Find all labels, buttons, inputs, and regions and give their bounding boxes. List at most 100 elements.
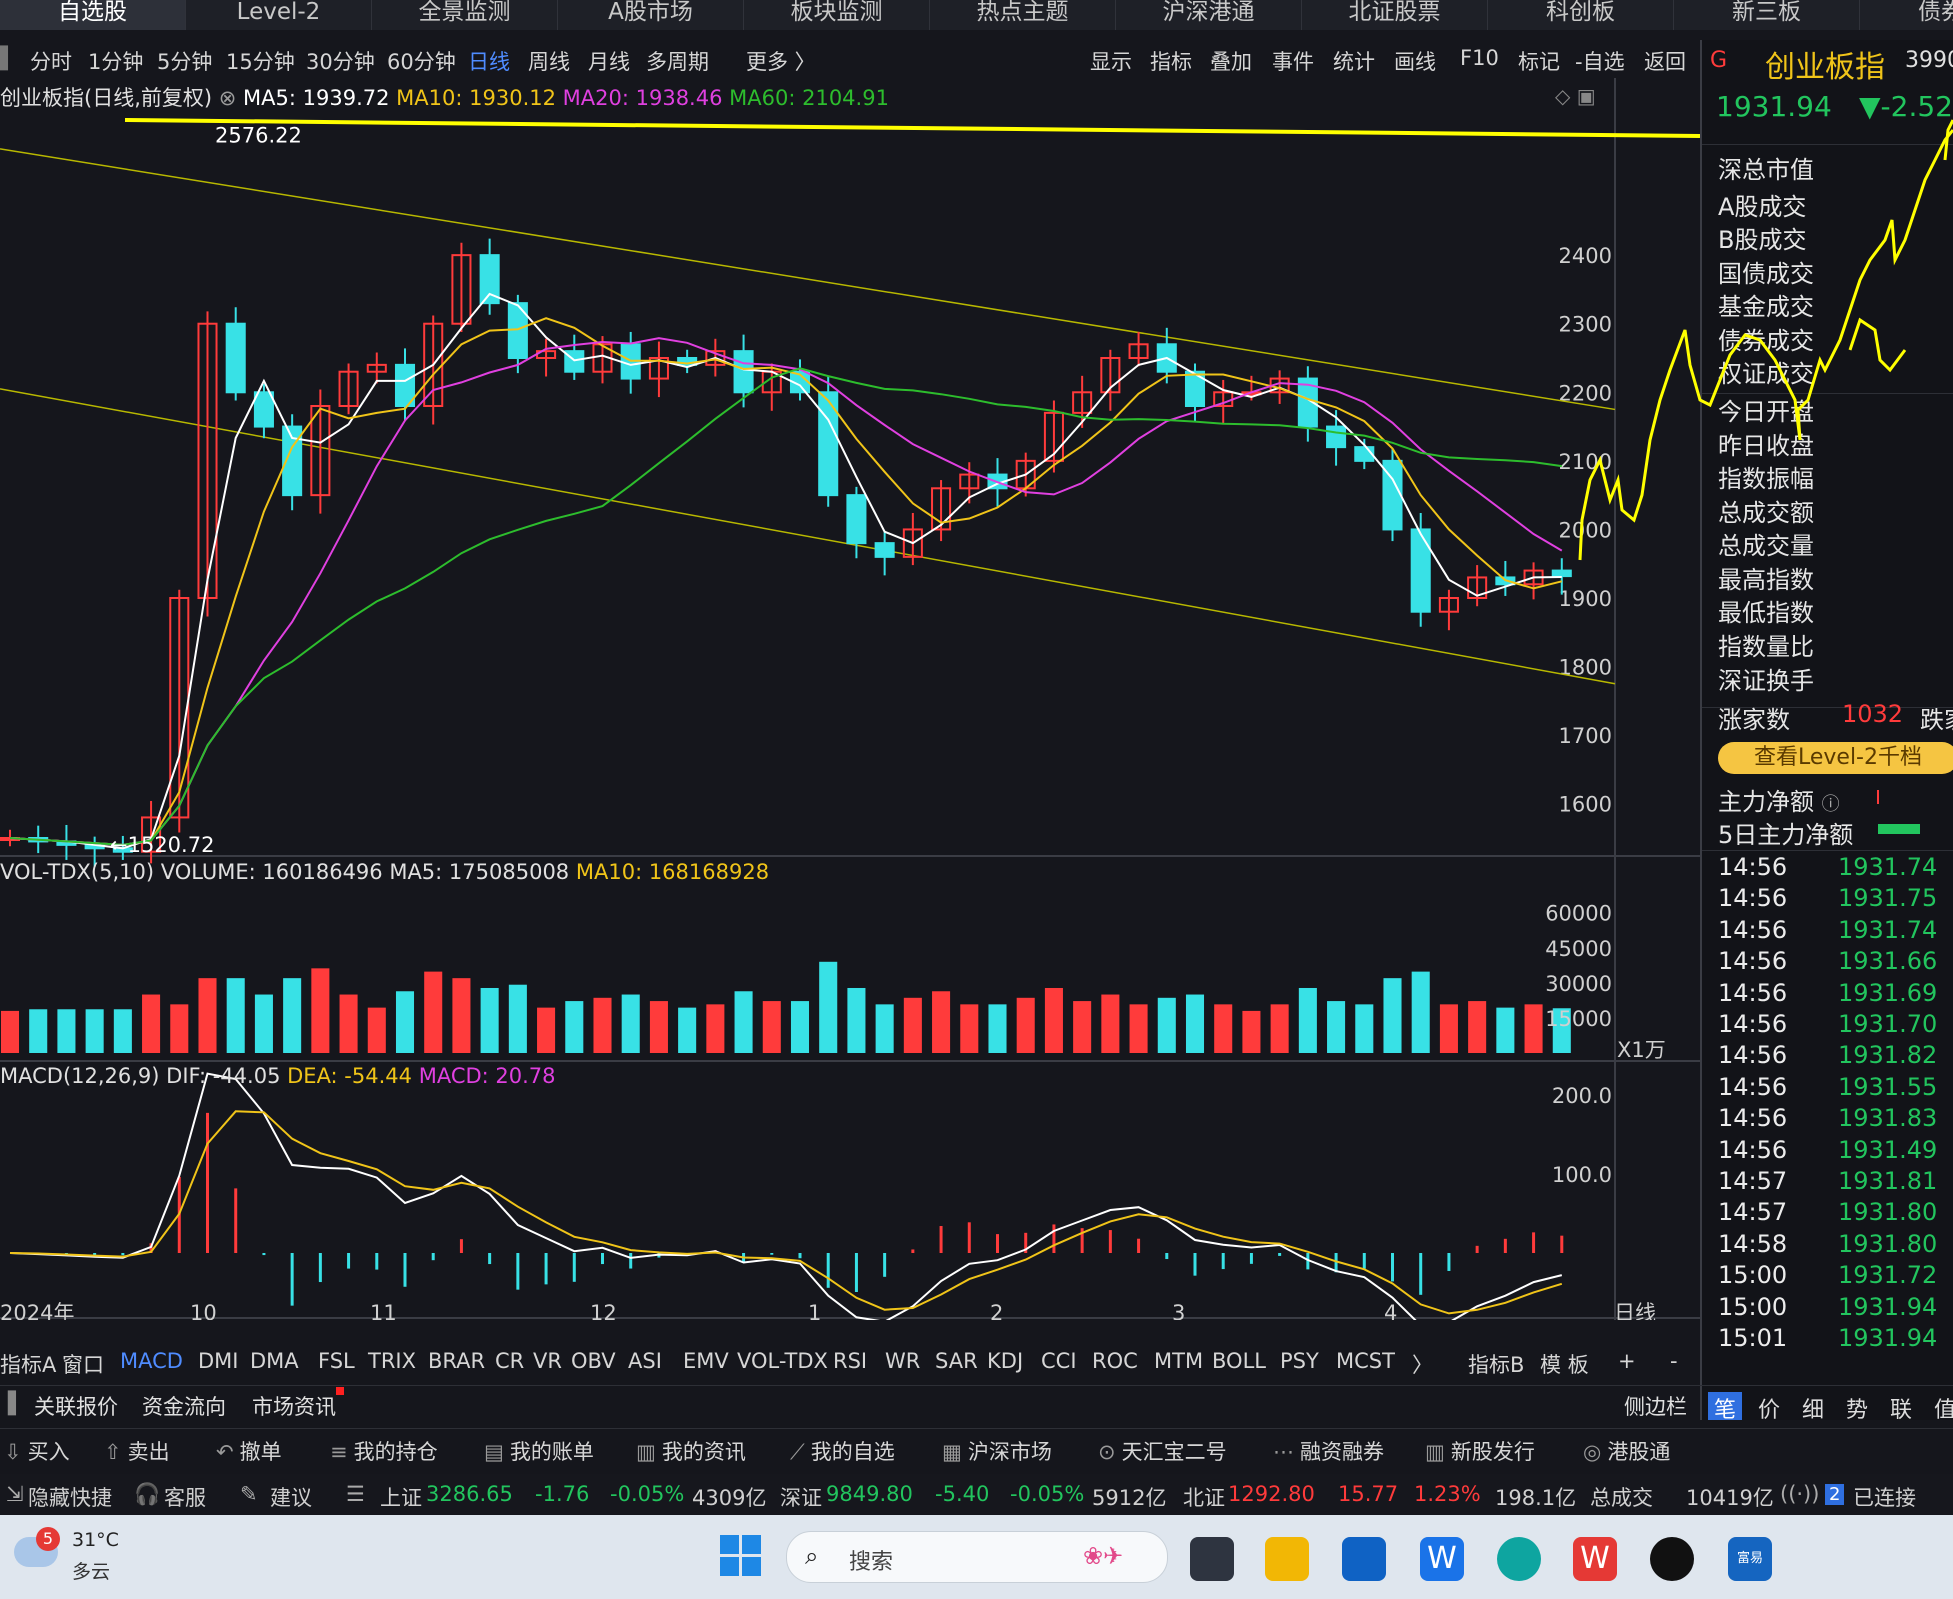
tool-6[interactable]: F10 xyxy=(1460,46,1499,70)
action-0[interactable]: ⇩ 买入 xyxy=(4,1436,70,1466)
market-tab-4[interactable]: 板块监测 xyxy=(744,0,930,30)
action-6[interactable]: ⟋ 我的自选 xyxy=(790,1436,895,1466)
indicator-tab-16[interactable]: SAR xyxy=(935,1349,978,1373)
indicator-tab-27[interactable]: + xyxy=(1618,1349,1636,1373)
channel-lower-line[interactable] xyxy=(0,388,1616,685)
chart-options-icon[interactable]: ◇ ▣ xyxy=(1555,84,1596,108)
market-tab-1[interactable]: Level-2 xyxy=(186,0,372,30)
period-1[interactable]: 1分钟 xyxy=(88,50,144,74)
action-11[interactable]: ◎ 港股通 xyxy=(1583,1436,1670,1466)
tool-1[interactable]: 指标 xyxy=(1150,50,1192,74)
wps-icon[interactable]: W xyxy=(1420,1537,1464,1581)
action-2[interactable]: ↶ 撤单 xyxy=(216,1436,282,1466)
tab-fund-flow[interactable]: 资金流向 xyxy=(142,1395,226,1419)
action-5[interactable]: ▥ 我的资讯 xyxy=(636,1436,746,1466)
detail-tab-1[interactable]: 价 xyxy=(1758,1398,1781,1420)
market-tab-5[interactable]: 热点主题 xyxy=(930,0,1116,30)
period-6[interactable]: 日线 xyxy=(468,50,510,74)
suggest-link[interactable]: 建议 xyxy=(270,1486,312,1510)
indicator-tab-1[interactable]: 窗口 xyxy=(62,1353,104,1377)
tool-3[interactable]: 事件 xyxy=(1272,50,1314,74)
market-tab-9[interactable]: 新三板 xyxy=(1674,0,1860,30)
period-10[interactable]: 更多 〉 xyxy=(746,50,816,74)
indicator-tab-6[interactable]: TRIX xyxy=(368,1349,416,1373)
tab-market-news[interactable]: 市场资讯 xyxy=(252,1395,336,1419)
indicator-tab-24[interactable]: 〉 xyxy=(1412,1353,1433,1377)
indicator-tab-21[interactable]: BOLL xyxy=(1212,1349,1266,1373)
period-9[interactable]: 多周期 xyxy=(646,50,709,74)
legend-toggle-icon[interactable]: ⊗ xyxy=(218,86,237,110)
period-8[interactable]: 月线 xyxy=(588,50,630,74)
market-tab-10[interactable]: 债券市 xyxy=(1860,0,1953,30)
market-tab-2[interactable]: 全景监测 xyxy=(372,0,558,30)
market-tab-7[interactable]: 北证股票 xyxy=(1302,0,1488,30)
detail-tab-4[interactable]: 联 xyxy=(1890,1398,1913,1420)
indicator-tab-25[interactable]: 指标B xyxy=(1468,1353,1525,1377)
wps-office-icon[interactable]: W xyxy=(1573,1537,1617,1581)
period-0[interactable]: 分时 xyxy=(30,50,72,74)
indicator-tab-5[interactable]: FSL xyxy=(318,1349,355,1373)
action-1[interactable]: ⇧ 卖出 xyxy=(104,1436,170,1466)
detail-tab-0[interactable]: 笔 xyxy=(1708,1392,1743,1420)
sidebar-button[interactable]: 侧边栏 xyxy=(1624,1395,1687,1419)
indicator-tab-7[interactable]: BRAR xyxy=(428,1349,486,1373)
action-10[interactable]: ▥ 新股发行 xyxy=(1425,1436,1535,1466)
detail-tab-3[interactable]: 势 xyxy=(1846,1398,1869,1420)
tool-2[interactable]: 叠加 xyxy=(1210,50,1252,74)
indicator-tab-3[interactable]: DMI xyxy=(198,1349,239,1373)
indicator-tab-10[interactable]: OBV xyxy=(571,1349,616,1373)
file-explorer-icon[interactable] xyxy=(1265,1537,1309,1581)
tool-8[interactable]: -自选 xyxy=(1575,50,1625,74)
indicator-tab-0[interactable]: 指标A xyxy=(0,1353,57,1377)
qq-icon[interactable] xyxy=(1650,1537,1694,1581)
task-view-icon[interactable] xyxy=(1190,1537,1234,1581)
tool-0[interactable]: 显示 xyxy=(1090,50,1132,74)
tool-5[interactable]: 画线 xyxy=(1394,50,1436,74)
indicator-tab-2[interactable]: MACD xyxy=(120,1349,183,1373)
action-9[interactable]: ⋯ 融资融券 xyxy=(1273,1436,1384,1466)
indicator-tab-17[interactable]: KDJ xyxy=(987,1349,1024,1373)
indicator-tab-22[interactable]: PSY xyxy=(1280,1349,1319,1373)
market-tab-0[interactable]: 自选股 xyxy=(0,0,186,30)
period-2[interactable]: 5分钟 xyxy=(157,50,213,74)
customer-service[interactable]: 客服 xyxy=(164,1486,206,1510)
level2-button[interactable]: 查看Level-2千档 xyxy=(1718,742,1953,774)
fuyi-app-icon[interactable]: 富易 xyxy=(1728,1537,1772,1581)
indicator-tab-4[interactable]: DMA xyxy=(250,1349,299,1373)
detail-tab-2[interactable]: 细 xyxy=(1802,1398,1825,1420)
edge-icon[interactable] xyxy=(1497,1537,1541,1581)
taskbar-search[interactable]: ⌕ 搜索 ❀✈ xyxy=(786,1531,1168,1583)
start-button[interactable] xyxy=(720,1535,762,1577)
indicator-tab-9[interactable]: VR xyxy=(533,1349,562,1373)
store-icon[interactable] xyxy=(1342,1537,1386,1581)
action-4[interactable]: ▤ 我的账单 xyxy=(484,1436,594,1466)
action-7[interactable]: ▦ 沪深市场 xyxy=(942,1436,1052,1466)
indicator-tab-14[interactable]: RSI xyxy=(833,1349,868,1373)
indicator-tab-15[interactable]: WR xyxy=(885,1349,921,1373)
tool-4[interactable]: 统计 xyxy=(1333,50,1375,74)
indicator-tab-28[interactable]: - xyxy=(1670,1349,1678,1373)
tab-related-quotes[interactable]: 关联报价 xyxy=(34,1395,118,1419)
action-8[interactable]: ⊙ 天汇宝二号 xyxy=(1098,1436,1227,1466)
indicator-tab-13[interactable]: VOL-TDX xyxy=(737,1349,828,1373)
market-tab-6[interactable]: 沪深港通 xyxy=(1116,0,1302,30)
tool-7[interactable]: 标记 xyxy=(1518,50,1560,74)
indicator-tab-12[interactable]: EMV xyxy=(683,1349,729,1373)
indicator-tab-23[interactable]: MCST xyxy=(1336,1349,1395,1373)
indicator-tab-11[interactable]: ASI xyxy=(628,1349,662,1373)
period-3[interactable]: 15分钟 xyxy=(226,50,295,74)
hide-shortcuts[interactable]: 隐藏快捷 xyxy=(28,1486,112,1510)
indicator-tab-20[interactable]: MTM xyxy=(1154,1349,1204,1373)
detail-tab-5[interactable]: 值 xyxy=(1928,1392,1953,1420)
indicator-tab-26[interactable]: 模 板 xyxy=(1540,1353,1589,1377)
tool-9[interactable]: 返回 xyxy=(1644,50,1686,74)
period-5[interactable]: 60分钟 xyxy=(387,50,456,74)
indicator-tab-19[interactable]: ROC xyxy=(1092,1349,1138,1373)
action-3[interactable]: ≡ 我的持仓 xyxy=(330,1436,438,1466)
market-tab-8[interactable]: 科创板 xyxy=(1488,0,1674,30)
channel-upper-line[interactable] xyxy=(0,148,1616,411)
market-tab-3[interactable]: A股市场 xyxy=(558,0,744,30)
period-7[interactable]: 周线 xyxy=(528,50,570,74)
indicator-tab-18[interactable]: CCI xyxy=(1041,1349,1077,1373)
